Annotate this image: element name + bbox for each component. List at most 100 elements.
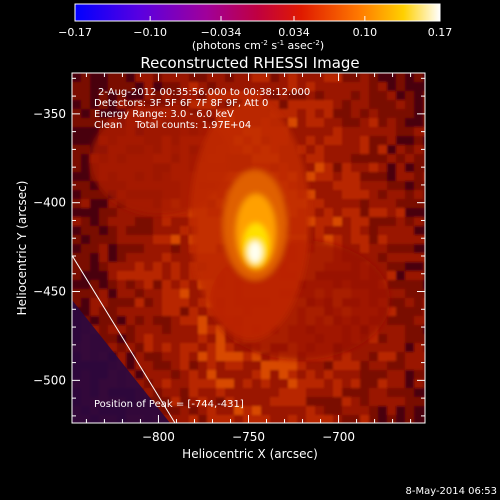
emission-pixel — [306, 154, 315, 163]
emission-pixel — [306, 235, 315, 244]
emission-pixel — [387, 334, 396, 343]
emission-pixel — [117, 217, 126, 226]
emission-pixel — [72, 253, 81, 262]
emission-pixel — [306, 415, 315, 423]
emission-pixel — [90, 217, 99, 226]
emission-pixel — [72, 100, 81, 109]
emission-pixel — [108, 334, 117, 343]
emission-pixel — [189, 334, 198, 343]
emission-pixel — [108, 298, 117, 307]
emission-pixel — [369, 217, 378, 226]
emission-pixel — [396, 307, 405, 316]
emission-pixel — [90, 136, 99, 145]
emission-pixel — [351, 118, 360, 127]
emission-pixel — [162, 316, 171, 325]
emission-pixel — [135, 307, 144, 316]
emission-pixel — [396, 235, 405, 244]
emission-pixel — [225, 73, 234, 82]
emission-pixel — [135, 343, 144, 352]
emission-pixel — [387, 244, 396, 253]
emission-pixel — [72, 199, 81, 208]
emission-pixel — [405, 334, 414, 343]
emission-pixel — [369, 154, 378, 163]
emission-pixel — [225, 415, 234, 423]
emission-pixel — [144, 298, 153, 307]
emission-pixel — [423, 307, 425, 316]
emission-pixel — [153, 262, 162, 271]
emission-pixel — [315, 406, 324, 415]
emission-pixel — [423, 415, 425, 423]
emission-pixel — [180, 244, 189, 253]
emission-pixel — [99, 208, 108, 217]
emission-pixel — [387, 361, 396, 370]
emission-pixel — [306, 91, 315, 100]
emission-pixel — [225, 388, 234, 397]
emission-pixel — [387, 199, 396, 208]
emission-pixel — [315, 172, 324, 181]
emission-pixel — [324, 406, 333, 415]
emission-pixel — [315, 388, 324, 397]
colorbar-tick-label: 0.10 — [353, 26, 378, 39]
emission-pixel — [306, 136, 315, 145]
emission-pixel — [387, 145, 396, 154]
emission-pixel — [405, 316, 414, 325]
emission-pixel — [351, 415, 360, 423]
emission-pixel — [189, 82, 198, 91]
emission-pixel — [126, 217, 135, 226]
emission-pixel — [378, 109, 387, 118]
emission-pixel — [180, 307, 189, 316]
emission-pixel — [171, 91, 180, 100]
emission-pixel — [423, 199, 425, 208]
emission-pixel — [396, 262, 405, 271]
emission-pixel — [135, 325, 144, 334]
emission-pixel — [324, 172, 333, 181]
emission-pixel — [117, 73, 126, 82]
emission-pixel — [117, 235, 126, 244]
emission-pixel — [126, 100, 135, 109]
emission-pixel — [297, 145, 306, 154]
emission-pixel — [414, 307, 423, 316]
emission-pixel — [108, 100, 117, 109]
emission-pixel — [144, 370, 153, 379]
emission-pixel — [288, 406, 297, 415]
emission-pixel — [423, 289, 425, 298]
emission-pixel — [90, 127, 99, 136]
emission-pixel — [378, 343, 387, 352]
emission-pixel — [315, 208, 324, 217]
emission-pixel — [306, 109, 315, 118]
emission-pixel — [207, 361, 216, 370]
emission-pixel — [387, 406, 396, 415]
emission-pixel — [342, 181, 351, 190]
emission-pixel — [99, 226, 108, 235]
emission-pixel — [126, 271, 135, 280]
emission-pixel — [369, 361, 378, 370]
emission-pixel — [396, 91, 405, 100]
emission-pixel — [216, 406, 225, 415]
emission-pixel — [333, 388, 342, 397]
emission-pixel — [315, 181, 324, 190]
emission-pixel — [171, 415, 180, 423]
emission-pixel — [225, 100, 234, 109]
emission-pixel — [144, 289, 153, 298]
emission-pixel — [315, 235, 324, 244]
emission-pixel — [72, 163, 81, 172]
emission-pixel — [153, 271, 162, 280]
emission-pixel — [81, 262, 90, 271]
emission-pixel — [162, 289, 171, 298]
emission-pixel — [423, 262, 425, 271]
emission-pixel — [396, 280, 405, 289]
emission-pixel — [405, 235, 414, 244]
emission-pixel — [360, 73, 369, 82]
emission-pixel — [198, 379, 207, 388]
emission-pixel — [117, 298, 126, 307]
emission-pixel — [369, 226, 378, 235]
emission-pixel — [396, 226, 405, 235]
emission-pixel — [144, 73, 153, 82]
emission-pixel — [414, 199, 423, 208]
emission-pixel — [180, 370, 189, 379]
emission-pixel — [153, 334, 162, 343]
emission-pixel — [387, 208, 396, 217]
emission-pixel — [378, 118, 387, 127]
emission-pixel — [306, 100, 315, 109]
emission-pixel — [153, 217, 162, 226]
